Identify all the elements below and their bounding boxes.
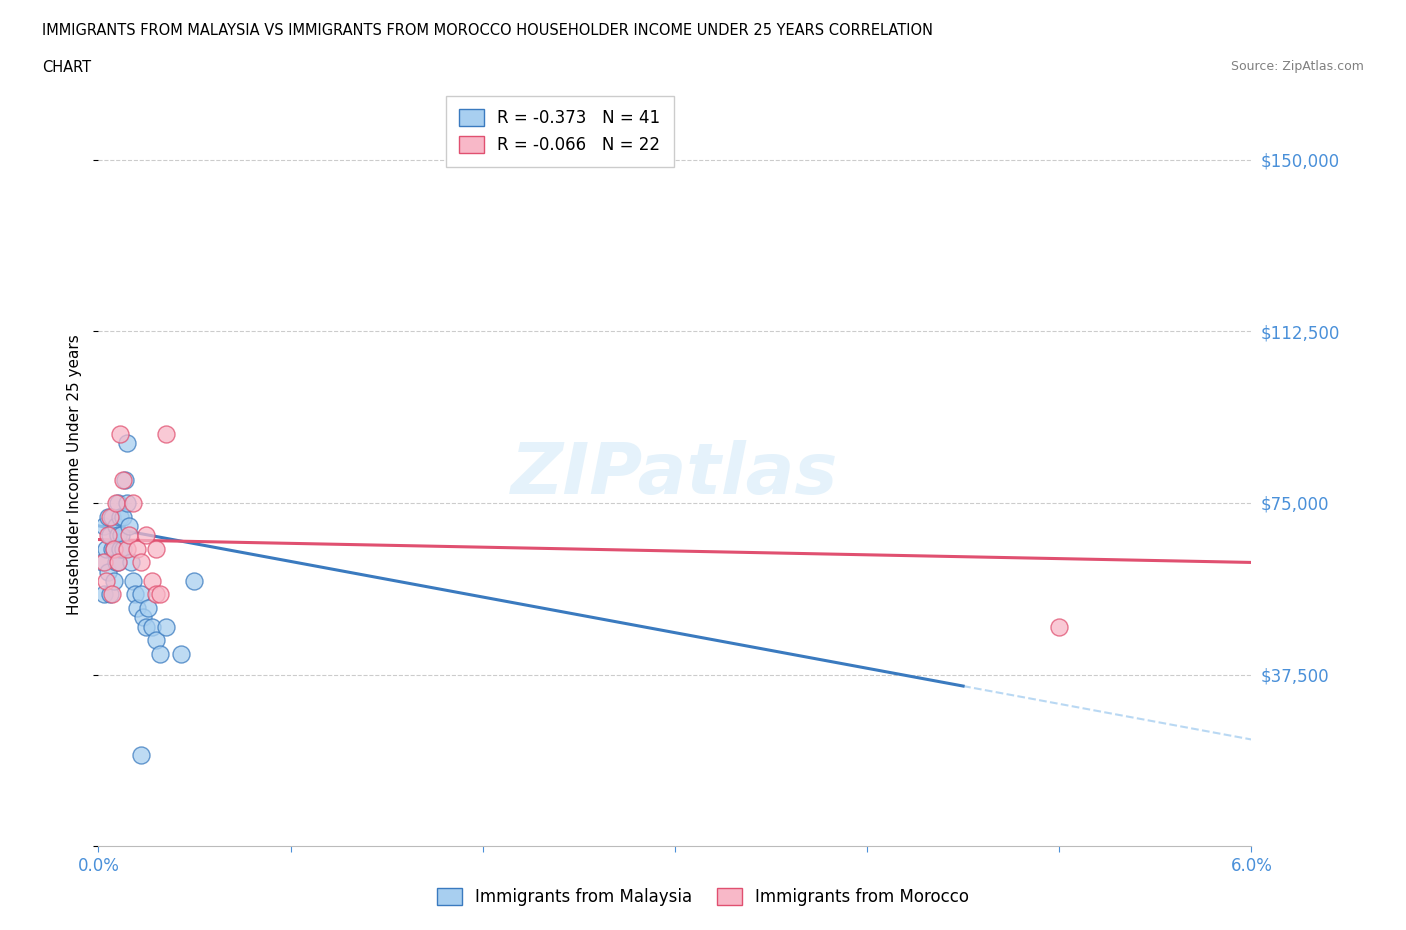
Text: ZIPatlas: ZIPatlas (512, 440, 838, 509)
Point (98, 510, 121, 525)
Point (101, 510, 124, 525)
Point (118, 527, 141, 542)
Point (125, 601, 148, 616)
Point (107, 496, 129, 511)
Point (135, 527, 157, 542)
Point (107, 555, 129, 570)
Point (135, 619, 157, 634)
Point (141, 573, 163, 588)
Point (91, 555, 114, 570)
Legend: R = -0.373   N = 41, R = -0.066   N = 22: R = -0.373 N = 41, R = -0.066 N = 22 (446, 96, 673, 167)
Point (122, 496, 145, 511)
Point (108, 427, 131, 442)
Point (93, 555, 115, 570)
Point (124, 587, 146, 602)
Point (101, 541, 124, 556)
Point (103, 541, 125, 556)
Point (104, 555, 127, 570)
Point (107, 555, 129, 570)
Point (122, 573, 145, 588)
Point (183, 573, 205, 588)
Point (114, 472, 136, 487)
Text: Source: ZipAtlas.com: Source: ZipAtlas.com (1230, 60, 1364, 73)
Point (103, 573, 125, 588)
Point (129, 555, 152, 570)
Point (138, 601, 160, 616)
Point (155, 427, 177, 442)
Point (1047, 619, 1070, 634)
Point (129, 748, 152, 763)
Point (145, 587, 167, 602)
Point (112, 541, 135, 556)
Point (117, 436, 139, 451)
Point (93, 518, 115, 533)
Point (97, 510, 120, 525)
Point (149, 587, 172, 602)
Point (97, 565, 120, 579)
Point (112, 472, 135, 487)
Point (117, 541, 139, 556)
Point (145, 541, 167, 556)
Point (131, 610, 153, 625)
Point (117, 496, 139, 511)
Point (145, 632, 167, 647)
Point (103, 541, 125, 556)
Point (98, 587, 121, 602)
Point (141, 619, 163, 634)
Text: IMMIGRANTS FROM MALAYSIA VS IMMIGRANTS FROM MOROCCO HOUSEHOLDER INCOME UNDER 25 : IMMIGRANTS FROM MALAYSIA VS IMMIGRANTS F… (42, 23, 934, 38)
Point (94, 541, 117, 556)
Point (149, 646, 172, 661)
Point (107, 527, 129, 542)
Point (101, 587, 124, 602)
Point (118, 518, 141, 533)
Point (170, 646, 193, 661)
Point (108, 510, 131, 525)
Point (97, 527, 120, 542)
Y-axis label: Householder Income Under 25 years: Householder Income Under 25 years (67, 334, 83, 615)
Point (129, 587, 152, 602)
Point (98, 527, 121, 542)
Point (125, 541, 148, 556)
Point (104, 496, 127, 511)
Point (104, 518, 127, 533)
Point (110, 527, 132, 542)
Point (94, 573, 117, 588)
Legend: Immigrants from Malaysia, Immigrants from Morocco: Immigrants from Malaysia, Immigrants fro… (430, 881, 976, 912)
Point (120, 555, 142, 570)
Point (93, 587, 115, 602)
Point (108, 541, 131, 556)
Point (155, 619, 177, 634)
Text: CHART: CHART (42, 60, 91, 75)
Point (112, 510, 135, 525)
